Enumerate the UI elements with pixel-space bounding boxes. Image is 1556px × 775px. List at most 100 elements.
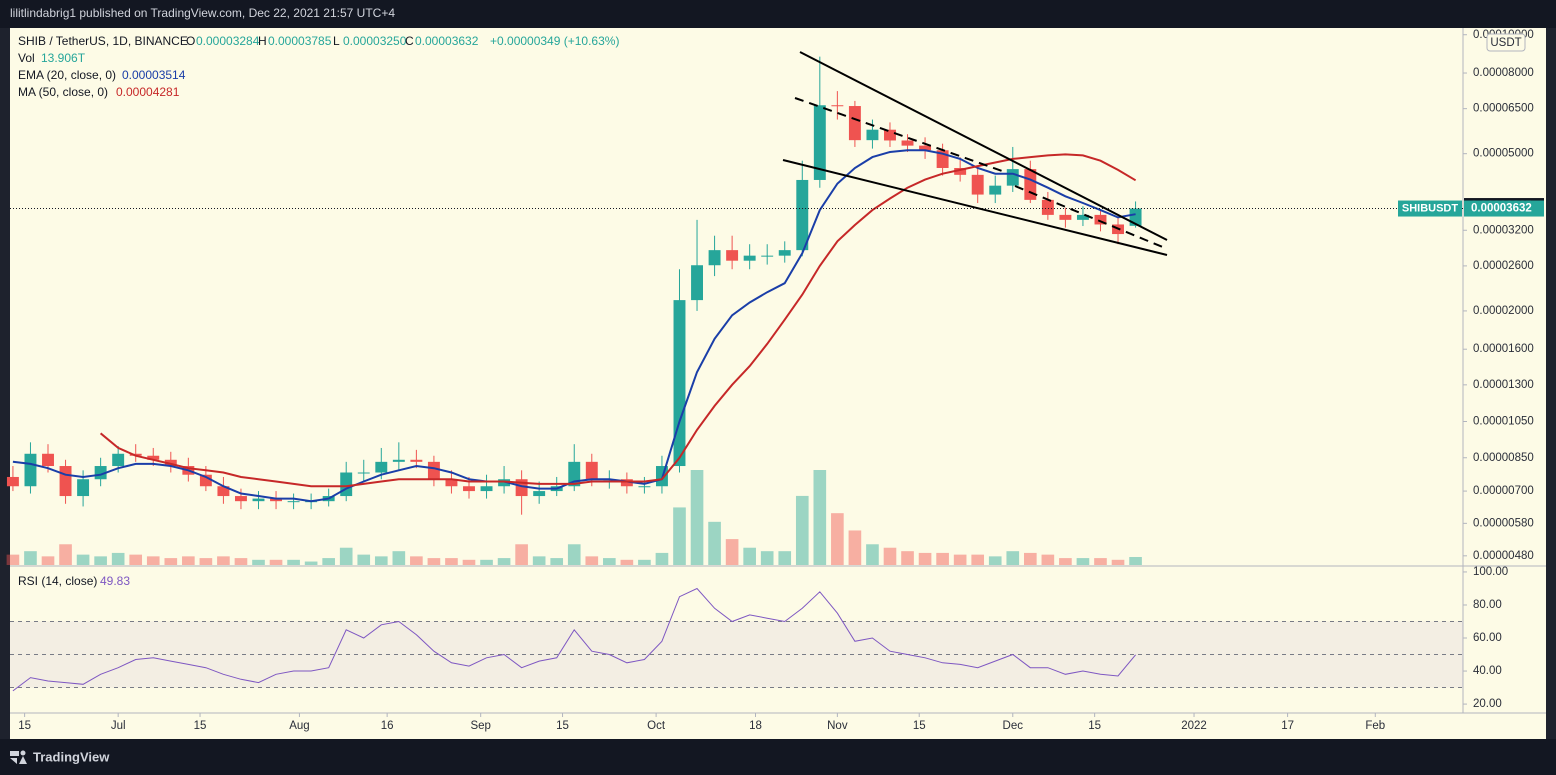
candle-body: [831, 105, 844, 107]
ohlc-key: H: [258, 34, 267, 48]
volume-legend-value: 13.906T: [41, 51, 86, 65]
volume-bar: [655, 552, 669, 565]
volume-bar: [287, 559, 300, 565]
trendline: [1014, 185, 1166, 249]
rsi-tick-label: 80.00: [1473, 599, 1502, 611]
volume-bar: [357, 554, 371, 565]
volume-bar: [743, 547, 756, 565]
candle-body: [427, 461, 440, 480]
volume-bar: [269, 559, 283, 565]
rsi-tick-label: 20.00: [1473, 698, 1502, 710]
trendline: [782, 159, 1168, 256]
x-tick-label: Dec: [1003, 720, 1024, 732]
volume-bar: [234, 558, 248, 565]
candle-body: [901, 140, 914, 146]
candle-body: [1006, 169, 1019, 186]
candle-body: [392, 459, 405, 462]
ohlc-key: L: [333, 34, 340, 48]
y-tick-label: 0.00000580: [1473, 517, 1534, 529]
volume-bar: [497, 558, 511, 565]
volume-bar: [129, 554, 143, 565]
volume-bar: [111, 552, 125, 565]
volume-bar: [1024, 552, 1037, 565]
x-tick-label: Aug: [289, 720, 309, 732]
logo: [10, 750, 27, 764]
y-tick-label: 0.00000480: [1473, 550, 1534, 562]
volume-bar: [24, 551, 37, 565]
change: +0.00000349 (+10.63%): [490, 34, 619, 48]
volume-bar: [164, 558, 178, 565]
ohlc-value: 0.00003785: [268, 34, 332, 48]
candle-body: [498, 479, 511, 487]
candle-body: [743, 255, 756, 261]
ohlc-value: 0.00003632: [415, 34, 479, 48]
candle-body: [234, 496, 247, 502]
x-tick-label: 15: [556, 720, 569, 732]
y-tick-label: 0.00008000: [1473, 67, 1534, 79]
volume-bar: [673, 507, 686, 565]
x-tick-label: 16: [381, 720, 394, 732]
candle-body: [59, 466, 72, 497]
rsi-legend: RSI (14, close): [18, 574, 97, 588]
x-tick-label: Jul: [111, 720, 126, 732]
symbol-tag: SHIBUSDT: [1402, 202, 1459, 214]
trendline: [794, 97, 1006, 173]
volume-bar: [918, 552, 932, 565]
indicator-legend: MA (50, close, 0): [18, 85, 108, 99]
candle-body: [866, 129, 879, 141]
candle-body: [726, 250, 739, 261]
volume-bar: [831, 513, 844, 565]
x-tick-label: 15: [18, 720, 31, 732]
symbol-title: SHIB / TetherUS, 1D, BINANCE: [18, 34, 188, 48]
volume-bar: [866, 544, 879, 565]
volume-bar: [1076, 558, 1090, 565]
volume-bar: [480, 559, 493, 565]
rsi-legend-value: 49.83: [100, 574, 130, 588]
volume-bar: [848, 530, 862, 565]
volume-bar: [778, 551, 792, 565]
last-price-box: [1464, 200, 1544, 217]
volume-bar: [182, 556, 195, 565]
volume-bar: [59, 544, 72, 565]
volume-bar: [462, 559, 476, 565]
plot: 0.000100000.000080000.000065000.00005000…: [6, 29, 1544, 732]
candle-body: [1129, 208, 1142, 226]
volume-bar: [1006, 551, 1020, 565]
volume-bar: [971, 554, 985, 565]
candle-body: [971, 174, 984, 195]
candle-body: [375, 461, 388, 473]
top-bar: [0, 0, 1556, 28]
rsi-tick-label: 100.00: [1473, 566, 1508, 578]
x-tick-label: 15: [913, 720, 926, 732]
candle-body: [848, 106, 861, 141]
candle-body: [778, 250, 791, 256]
volume-bar: [708, 521, 721, 565]
volume-bar: [410, 556, 423, 565]
candle-body: [989, 185, 1002, 195]
x-tick-label: 2022: [1181, 720, 1207, 732]
ohlc-value: 0.00003284: [196, 34, 260, 48]
ohlc-key: C: [405, 34, 414, 48]
volume-bar: [515, 544, 528, 565]
volume-bar: [760, 551, 774, 565]
indicator-legend-value: 0.00004281: [116, 85, 180, 99]
candle-body: [585, 461, 598, 480]
volume-bar: [1094, 558, 1107, 565]
rsi-line: [12, 587, 1136, 692]
candle-body: [252, 498, 265, 502]
candle-body: [6, 476, 19, 487]
candle-body: [796, 179, 809, 251]
volume-bar: [901, 551, 914, 565]
bottom-bar: [0, 739, 1556, 775]
candle-body: [568, 461, 581, 487]
candle-body: [1076, 214, 1089, 220]
y-tick-label: 0.00000700: [1473, 485, 1534, 497]
x-tick-label: Sep: [470, 720, 490, 732]
logo-mark: [20, 750, 26, 756]
publish-info: lilitlindabrig1 published on TradingView…: [10, 6, 395, 20]
candle-body: [954, 167, 967, 175]
drawings: [782, 51, 1168, 256]
x-tick-label: 18: [749, 720, 762, 732]
volume-bar: [585, 556, 599, 565]
y-tick-label: 0.00001600: [1473, 343, 1534, 355]
